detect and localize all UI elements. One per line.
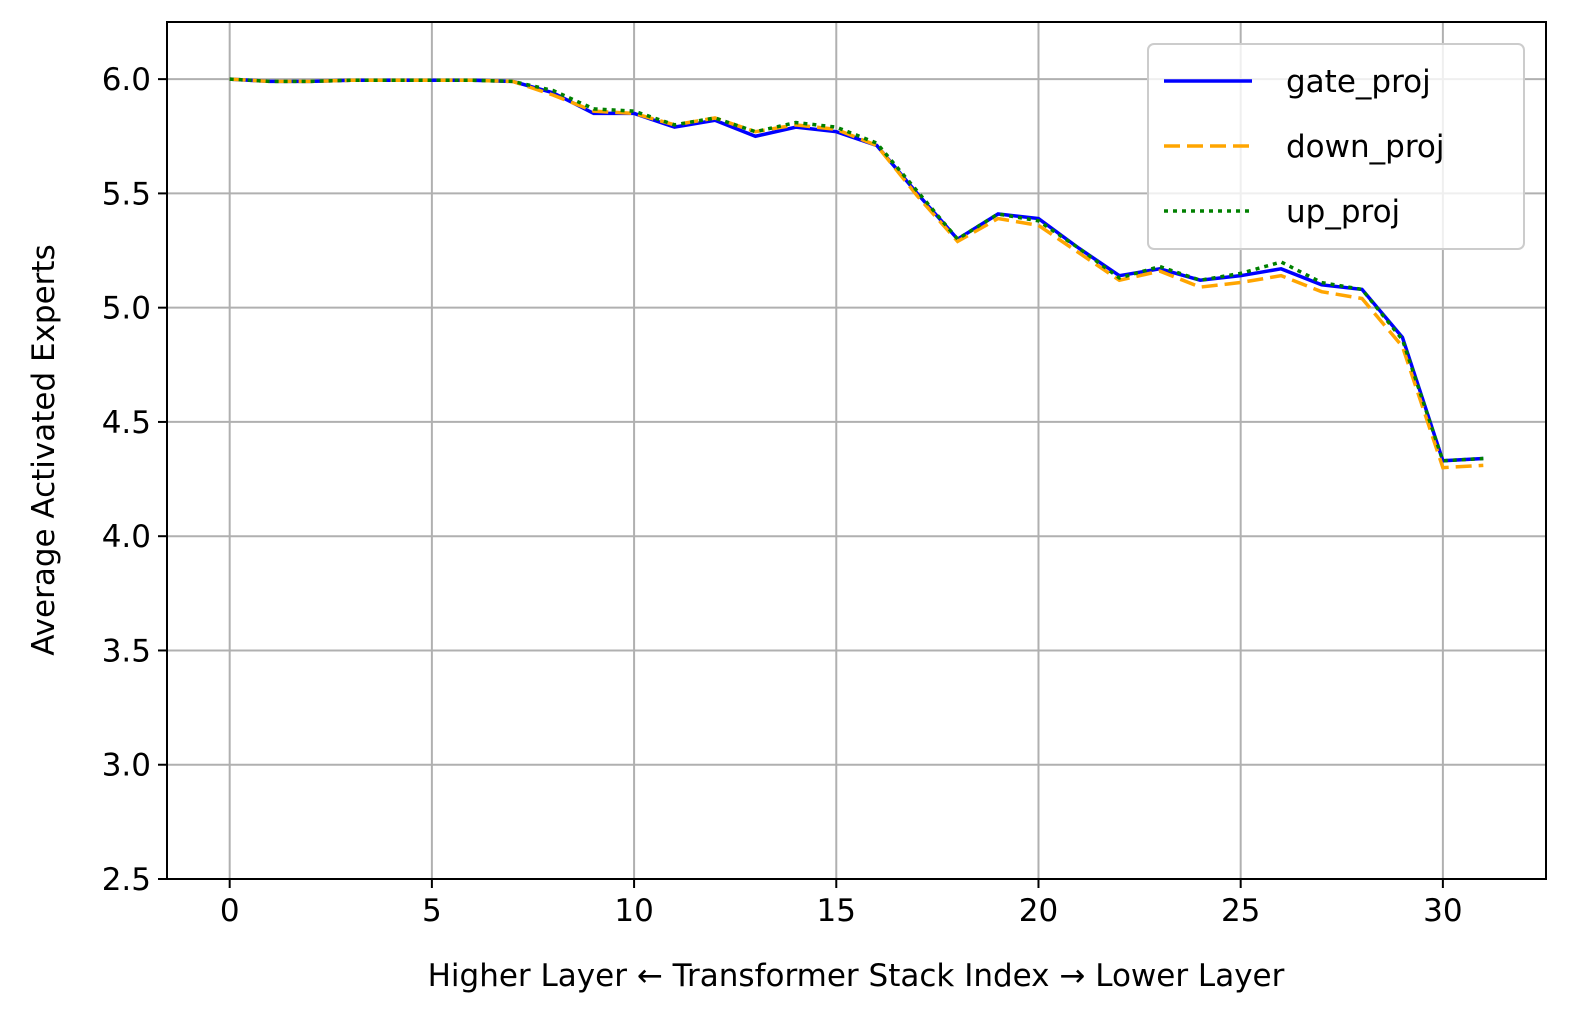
legend-label: up_proj — [1286, 194, 1400, 230]
y-tick-label: 3.0 — [102, 748, 151, 784]
x-tick-label: 5 — [422, 893, 442, 929]
y-axis-label: Average Activated Experts — [26, 244, 62, 655]
y-tick-label: 6.0 — [102, 62, 151, 98]
legend-label: down_proj — [1286, 129, 1444, 165]
legend-box — [1147, 43, 1525, 250]
x-tick-label: 15 — [817, 893, 856, 929]
y-tick-label: 4.0 — [102, 519, 151, 555]
x-tick-label: 20 — [1019, 893, 1058, 929]
y-tick-label: 5.0 — [102, 291, 151, 327]
y-tick-label: 3.5 — [102, 633, 151, 669]
y-tick-label: 5.5 — [102, 176, 151, 212]
y-tick-label: 4.5 — [102, 405, 151, 441]
legend-label: gate_proj — [1286, 64, 1431, 100]
x-tick-label: 0 — [220, 893, 240, 929]
x-tick-label: 25 — [1221, 893, 1260, 929]
x-tick-label: 10 — [614, 893, 653, 929]
x-axis-label: Higher Layer ← Transformer Stack Index →… — [428, 958, 1285, 994]
series-line — [229, 77, 1484, 463]
y-tick-label: 2.5 — [102, 862, 151, 898]
x-tick-label: 30 — [1423, 893, 1462, 929]
plot-frame — [166, 21, 1547, 880]
